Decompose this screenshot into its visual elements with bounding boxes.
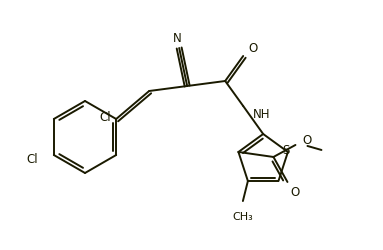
Text: NH: NH: [253, 108, 271, 121]
Text: S: S: [282, 144, 290, 157]
Text: Cl: Cl: [99, 111, 111, 124]
Text: N: N: [173, 32, 182, 45]
Text: Cl: Cl: [26, 153, 38, 166]
Text: O: O: [290, 186, 300, 199]
Text: O: O: [248, 42, 257, 55]
Text: CH₃: CH₃: [232, 211, 253, 221]
Text: O: O: [303, 134, 312, 147]
